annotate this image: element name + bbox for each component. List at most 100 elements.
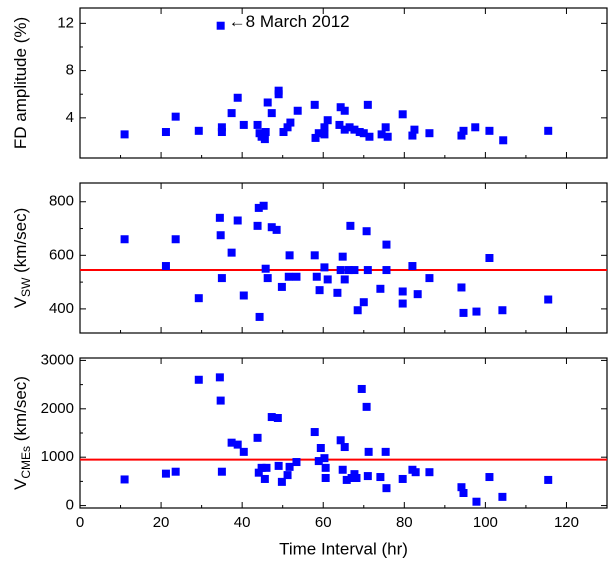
point (171, 467, 180, 476)
y-axis-label: FD amplitude (%) (11, 17, 30, 149)
point (345, 123, 354, 132)
point (333, 288, 342, 297)
point (217, 274, 226, 283)
point (472, 497, 481, 506)
point (383, 132, 392, 141)
point (277, 477, 286, 486)
x-tick-label: 100 (473, 514, 498, 531)
x-tick-label: 80 (396, 514, 413, 531)
point (215, 213, 224, 222)
point (267, 413, 276, 422)
point (376, 284, 385, 293)
point (161, 262, 170, 271)
point (257, 463, 266, 472)
point (263, 98, 272, 107)
point (261, 264, 270, 273)
point (254, 203, 263, 212)
point (362, 227, 371, 236)
y-tick-label: 0 (66, 497, 74, 514)
point (255, 312, 264, 321)
point (254, 468, 263, 477)
point (323, 275, 332, 284)
point (273, 414, 282, 422)
point (277, 282, 286, 291)
x-tick-label: 20 (153, 514, 170, 531)
x-tick-label: 60 (315, 514, 332, 531)
point (457, 283, 466, 292)
point (544, 475, 553, 484)
point (194, 375, 203, 384)
point (285, 251, 294, 260)
y-axis-label-sub: SW (19, 277, 33, 297)
point (120, 475, 129, 484)
point (340, 443, 349, 452)
point (216, 21, 225, 30)
point (215, 373, 224, 382)
point (338, 252, 347, 261)
point (398, 287, 407, 296)
point (408, 262, 417, 271)
point (411, 468, 420, 477)
point (283, 123, 292, 132)
point (382, 240, 391, 249)
point (320, 454, 329, 463)
point (286, 118, 295, 127)
point (381, 447, 390, 456)
point (292, 458, 301, 467)
x-tick-label: 0 (76, 514, 84, 531)
point (216, 231, 225, 240)
point (233, 216, 242, 225)
point (363, 100, 372, 109)
point (293, 106, 302, 115)
point (357, 384, 366, 393)
point (359, 129, 368, 138)
y-axis-label-main: V (11, 478, 30, 490)
y-axis-label-sub: CMEs (19, 446, 33, 479)
point (363, 472, 372, 481)
point (161, 128, 170, 137)
point (217, 467, 226, 476)
point (194, 294, 203, 303)
point (260, 474, 269, 483)
point (314, 457, 323, 466)
point (253, 221, 262, 230)
point (283, 471, 292, 480)
point (272, 225, 281, 234)
point (350, 266, 359, 275)
point (239, 120, 248, 129)
x-tick-label: 40 (234, 514, 251, 531)
point (498, 492, 507, 501)
point (320, 123, 329, 132)
y-tick-label: 8 (66, 62, 74, 79)
point (261, 128, 270, 137)
y-axis-label-unit: (km/sec) (11, 376, 30, 446)
point (459, 126, 468, 135)
point (227, 438, 236, 447)
point (216, 396, 225, 405)
point (499, 136, 508, 145)
point (336, 266, 345, 275)
point (485, 126, 494, 135)
point (363, 266, 372, 275)
point (171, 112, 180, 121)
point (376, 473, 385, 482)
point (120, 130, 129, 139)
x-axis-label: Time Interval (hr) (279, 539, 408, 558)
point (425, 129, 434, 138)
y-tick-label: 2000 (41, 400, 74, 417)
point (413, 290, 422, 299)
y-axis-label: VSW (km/sec) (11, 208, 33, 309)
point (377, 130, 386, 139)
point (346, 221, 355, 230)
point (365, 132, 374, 141)
point (227, 248, 236, 257)
point (284, 272, 293, 281)
point (353, 306, 362, 315)
point (194, 126, 203, 135)
point (267, 223, 276, 232)
y-axis-label-unit: (km/sec) (11, 208, 30, 278)
point (459, 308, 468, 317)
annotation: ←8 March 2012 (229, 12, 350, 31)
point (336, 436, 345, 445)
